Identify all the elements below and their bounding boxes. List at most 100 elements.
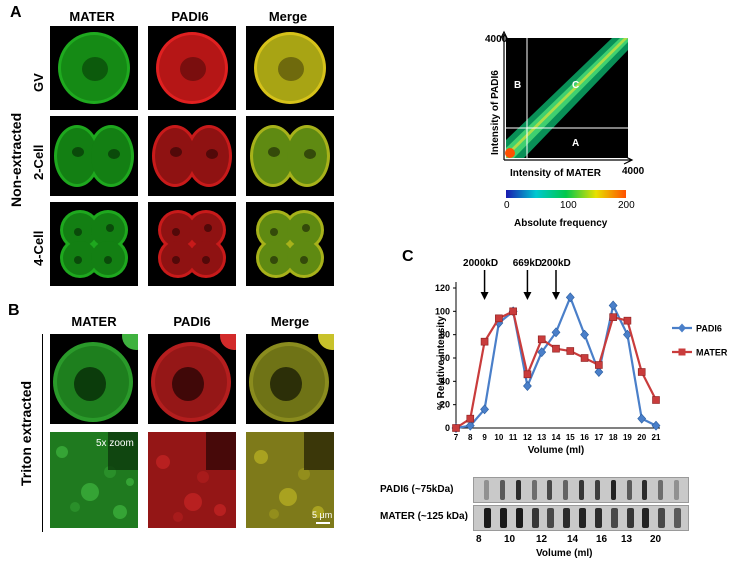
data-point-padi6 xyxy=(465,420,475,431)
row-label-gv: GV xyxy=(31,73,46,92)
image-2cell-mater xyxy=(50,116,138,196)
data-point-padi6 xyxy=(651,420,661,431)
blot-x-label: Volume (ml) xyxy=(536,548,593,559)
blot-band xyxy=(484,480,489,500)
blot-band xyxy=(658,508,666,528)
x-tick-label: 16 xyxy=(580,433,589,442)
blot-tick-8: 8 xyxy=(476,534,482,545)
blot-band xyxy=(547,480,553,500)
blot-band xyxy=(610,508,618,528)
blot-label-padi6: PADI6 (~75kDa) xyxy=(380,484,454,495)
data-point-padi6 xyxy=(637,413,647,424)
scatter-y-max: 4000 xyxy=(485,34,508,45)
scatter-x-max: 4000 xyxy=(622,166,645,177)
side-label-non-extracted: Non-extracted xyxy=(8,112,24,207)
side-divider xyxy=(42,334,43,532)
blot-strip-padi6 xyxy=(473,477,689,503)
data-point-mater xyxy=(552,344,560,353)
zoom-label: 5x zoom xyxy=(96,438,134,449)
x-tick-label: 10 xyxy=(494,433,503,442)
x-tick-label: 7 xyxy=(454,433,459,442)
blot-band xyxy=(594,480,600,500)
image-zoom-merge: 5 μm xyxy=(246,432,334,528)
data-point-padi6 xyxy=(551,327,561,338)
scatter-x-label: Intensity of MATER xyxy=(510,168,601,179)
data-point-padi6 xyxy=(523,381,532,391)
legend-marker-mater xyxy=(678,348,686,356)
scatter-svg xyxy=(499,30,634,198)
y-tick-label: 100 xyxy=(435,306,450,316)
scale-bar-label: 5 μm xyxy=(312,510,333,520)
mw-arrow-label: 2000kD xyxy=(463,258,498,269)
image-2cell-padi6 xyxy=(148,116,236,196)
image-triton-merge xyxy=(246,334,334,424)
blot-band xyxy=(484,508,491,528)
blot-tick-16: 16 xyxy=(596,534,608,545)
mw-arrow-head xyxy=(480,292,489,300)
image-triton-mater xyxy=(50,334,138,424)
data-point-mater xyxy=(523,370,532,379)
side-label-triton: Triton extracted xyxy=(18,380,34,486)
y-tick-label: 120 xyxy=(435,283,450,293)
scatter-panel: 4000 4000 B C A Intensity of MATER 0 100… xyxy=(484,20,645,211)
image-gv-merge xyxy=(246,26,334,110)
blot-band xyxy=(531,508,539,528)
blot-band xyxy=(547,508,555,528)
legend-label-mater: MATER xyxy=(696,348,728,358)
blot-band xyxy=(610,480,616,500)
colorbar-tick-0: 0 xyxy=(504,200,510,211)
data-point-padi6 xyxy=(565,292,575,303)
blot-band xyxy=(531,480,537,500)
line-chart-svg: 0 20 40 60 80 100 120 7 8 9 10 11 12 13 14 15 16 17 18 19 20… xyxy=(435,258,728,456)
y-tick-label: 20 xyxy=(440,400,450,410)
blot-band xyxy=(515,480,521,500)
blot-band xyxy=(626,508,634,528)
line-chart: 0 20 40 60 80 100 120 7 8 9 10 11 12 13 14 15 16 17 18 19 20… xyxy=(420,256,740,456)
panel-letter-a: A xyxy=(10,4,22,21)
panel-letter-b: B xyxy=(8,302,20,319)
x-tick-label: 12 xyxy=(523,433,532,442)
col-header-b-mater: MATER xyxy=(71,314,117,329)
x-tick-label: 8 xyxy=(468,433,473,442)
x-tick-label: 20 xyxy=(637,433,646,442)
y-tick-label: 60 xyxy=(440,353,450,363)
data-point-padi6 xyxy=(480,404,489,415)
x-tick-label: 17 xyxy=(594,433,603,442)
data-point-mater xyxy=(595,361,603,369)
x-tick-label: 21 xyxy=(652,433,661,442)
colorbar-tick-200: 200 xyxy=(618,200,635,211)
mw-arrow-head xyxy=(552,292,560,300)
mw-arrow-label: 200kD xyxy=(541,258,570,269)
image-zoom-padi6 xyxy=(148,432,236,528)
blot-band xyxy=(594,508,602,528)
data-point-mater xyxy=(623,316,632,325)
data-point-mater xyxy=(637,368,646,376)
blot-tick-18: 13 xyxy=(621,534,633,545)
blot-strip-mater xyxy=(473,505,689,531)
blot-band xyxy=(642,508,650,528)
y-tick-label: 40 xyxy=(440,376,450,386)
blot-band xyxy=(579,480,584,500)
data-point-mater xyxy=(566,347,575,355)
x-tick-label: 9 xyxy=(482,433,487,442)
blot-band xyxy=(626,480,632,500)
panel-letter-c: C xyxy=(402,248,414,265)
data-point-mater xyxy=(580,354,589,362)
blot-tick-20: 20 xyxy=(650,534,662,545)
data-point-padi6 xyxy=(580,329,589,340)
x-tick-label: 13 xyxy=(537,433,546,442)
x-tick-label: 15 xyxy=(566,433,575,442)
row-label-4cell: 4-Cell xyxy=(31,230,46,266)
colorbar-tick-100: 100 xyxy=(560,200,577,211)
image-4cell-padi6 xyxy=(148,202,236,286)
data-point-mater xyxy=(452,424,460,432)
data-point-mater xyxy=(609,313,617,321)
blot-band xyxy=(674,480,679,500)
y-tick-label: 80 xyxy=(440,330,450,340)
mw-arrow-label: 669kD xyxy=(513,258,542,269)
blot-band xyxy=(515,508,523,528)
image-gv-padi6 xyxy=(148,26,236,110)
col-header-mater: MATER xyxy=(69,9,115,24)
blot-band xyxy=(658,480,664,500)
col-header-padi6: PADI6 xyxy=(171,9,209,24)
